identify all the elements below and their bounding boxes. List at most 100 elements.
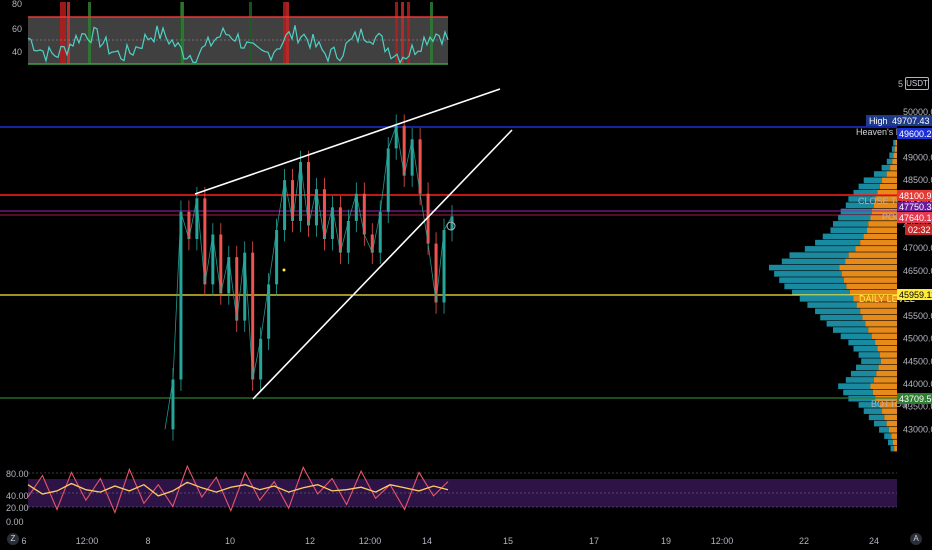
profile-bar-up <box>894 146 897 152</box>
wedge-lower-trendline[interactable] <box>252 129 513 400</box>
profile-bar-up <box>877 345 897 352</box>
candle-body <box>235 257 239 321</box>
profile-bar-up <box>895 140 897 146</box>
countdown-value: 02:32 <box>908 225 931 235</box>
candle-body <box>314 189 318 226</box>
badge-bottom-value: 43709.50 <box>899 394 932 404</box>
time-tick: 6 <box>21 536 26 546</box>
profile-bar-down <box>822 233 864 240</box>
top-osc-band <box>28 17 448 64</box>
profile-bar-up <box>875 395 897 402</box>
profile-bar-down <box>784 283 847 290</box>
profile-bar-up <box>848 252 897 258</box>
profile-bar-down <box>838 214 871 221</box>
profile-bar-up <box>873 202 897 209</box>
profile-bar-down <box>863 408 883 414</box>
profile-bar-up <box>886 420 897 427</box>
time-tick: 24 <box>869 536 879 546</box>
currency-badge[interactable]: USDT <box>905 77 929 90</box>
candle-body <box>426 193 430 244</box>
auto-scale-button[interactable]: A <box>910 533 922 545</box>
profile-bar-up <box>892 158 897 165</box>
profile-bar-down <box>890 445 895 452</box>
profile-bar-down <box>769 264 840 271</box>
profile-bar-up <box>871 333 897 340</box>
alert-clock-icon[interactable] <box>446 221 456 231</box>
profile-bar-up <box>865 320 897 327</box>
zoom-button[interactable]: Z <box>7 533 19 545</box>
profile-bar-down <box>873 420 887 427</box>
bottom-osc-slow-line <box>27 464 449 515</box>
time-tick: 8 <box>145 536 150 546</box>
wedge-upper-trendline[interactable] <box>194 88 501 195</box>
bottom-osc-fast-line <box>27 481 449 497</box>
profile-bar-up <box>868 221 897 227</box>
profile-bar-up <box>846 283 897 290</box>
candle-body <box>386 148 390 212</box>
profile-bar-down <box>848 395 876 402</box>
time-tick: 12:00 <box>711 536 734 546</box>
profile-bar-down <box>826 320 866 327</box>
volume-profile <box>769 140 897 452</box>
candle-body <box>378 211 382 253</box>
badge-poc-value: 47640.14 <box>899 213 932 223</box>
signal-dot <box>282 268 286 272</box>
profile-bar-up <box>870 214 897 221</box>
profile-bar-down <box>879 427 889 433</box>
candle-body <box>418 139 422 194</box>
candle-body <box>330 207 334 240</box>
candle-body <box>243 252 247 321</box>
profile-bar-down <box>868 414 885 421</box>
candle-body <box>259 338 263 380</box>
badge-heavens-door-value: 49600.25 <box>899 129 932 139</box>
profile-bar-up <box>886 171 897 177</box>
price-tick: 45000.00 <box>903 334 932 344</box>
profile-bar-up <box>882 177 897 184</box>
profile-bar-up <box>879 183 897 190</box>
profile-bar-up <box>880 358 897 365</box>
time-tick: 19 <box>661 536 671 546</box>
profile-bar-up <box>855 246 897 252</box>
profile-bar-up <box>888 427 897 433</box>
profile-bar-down <box>799 296 854 302</box>
candle-body <box>219 234 223 294</box>
price-tick: 43000.00 <box>903 424 932 434</box>
badge-close-to-door: 47750.34 <box>897 202 932 212</box>
time-tick: 14 <box>422 536 432 546</box>
profile-bar-up <box>849 289 897 296</box>
profile-bar-down <box>858 183 880 190</box>
profile-bar-up <box>879 402 897 408</box>
top-osc-stripe <box>249 2 252 64</box>
profile-bar-down <box>881 164 891 171</box>
profile-bar-up <box>892 439 897 446</box>
candle-body <box>346 220 350 253</box>
time-tick: 15 <box>503 536 513 546</box>
profile-bar-down <box>815 239 861 246</box>
profile-bar-up <box>882 408 897 414</box>
price-tick: 48500.00 <box>903 175 932 185</box>
profile-bar-up <box>875 196 897 202</box>
profile-bar-up <box>853 296 897 302</box>
top-osc-tick-40: 40 <box>12 47 22 57</box>
profile-bar-down <box>781 258 846 265</box>
badge-red-level: 48100.93 <box>897 190 932 201</box>
profile-bar-down <box>873 171 887 177</box>
price-axis[interactable]: 50000.0049500.0049000.0048500.0048000.00… <box>903 107 932 434</box>
badge-daily-level: 45959.11 <box>897 289 932 300</box>
candle-body <box>211 234 215 285</box>
top-oscillator-panel: 80 60 40 <box>12 0 449 65</box>
bottom-osc-tick-40: 40.00 <box>6 491 29 501</box>
profile-bar-down <box>856 364 879 371</box>
profile-bar-down <box>774 271 842 277</box>
candle-body <box>283 180 287 230</box>
profile-bar-up <box>870 383 897 389</box>
candle-body <box>251 252 255 380</box>
price-tick: 45500.00 <box>903 311 932 321</box>
time-axis[interactable]: 6 12:00 8 10 12 12:00 14 15 17 19 12:00 22 24 <box>21 536 879 546</box>
profile-bar-down <box>888 439 893 446</box>
profile-bar-up <box>891 433 897 439</box>
profile-bar-down <box>850 370 877 377</box>
profile-bar-down <box>779 277 845 283</box>
profile-bar-up <box>876 370 897 377</box>
